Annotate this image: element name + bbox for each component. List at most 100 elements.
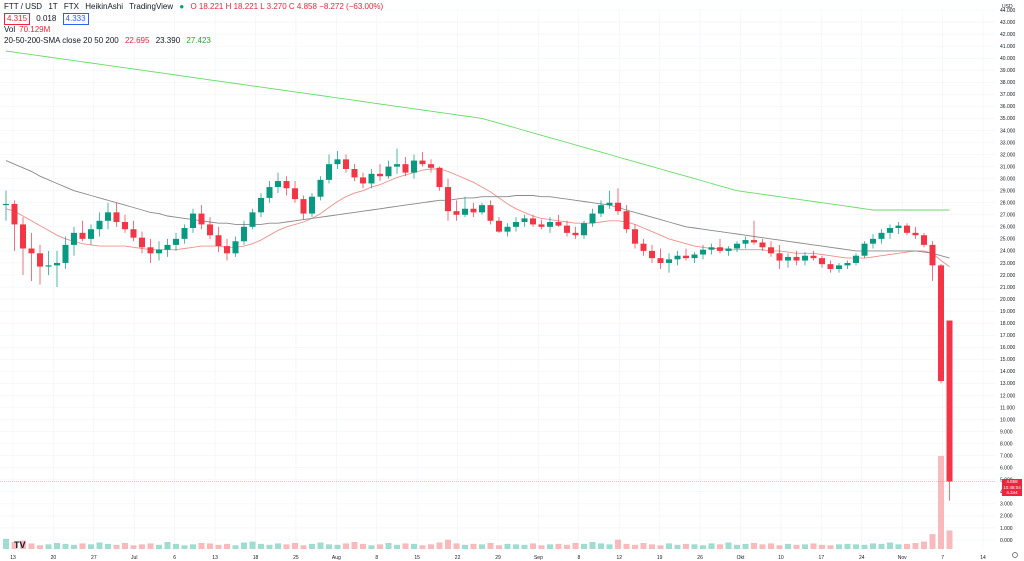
- volume-bar: [96, 542, 103, 549]
- volume-bar: [317, 542, 324, 549]
- price-tick-label: 18.000: [1000, 321, 1016, 327]
- volume-bar: [513, 544, 519, 549]
- price-tick-label: 42.000: [1000, 32, 1016, 38]
- settings-icon[interactable]: [1012, 552, 1018, 558]
- time-tick-label: 25: [293, 555, 299, 561]
- candle-body: [71, 232, 77, 245]
- price-tick-label: 0.000: [1000, 538, 1013, 544]
- volume-bar: [606, 544, 613, 549]
- volume-bar: [88, 544, 94, 549]
- candle-body: [462, 208, 468, 215]
- candlesticks: [3, 148, 953, 501]
- volume-bar: [181, 545, 188, 549]
- volume-bar: [598, 543, 604, 549]
- volume-bar: [615, 539, 621, 549]
- price-tick-label: 30.000: [1000, 176, 1016, 182]
- candle-body: [181, 228, 188, 239]
- volume-bar: [785, 543, 791, 549]
- volume-bar: [683, 543, 689, 549]
- candle-body: [844, 262, 851, 266]
- candle-body: [870, 238, 876, 244]
- candle-body: [572, 232, 579, 236]
- candle-body: [589, 213, 596, 224]
- candle-body: [479, 205, 485, 213]
- candle-body: [929, 244, 936, 266]
- time-axis[interactable]: 13 20 27 Jul 6 13 18 25 Aug 8 15 22 29 Sep 8 12 19 26 Okt 1…: [10, 555, 986, 561]
- volume-bar: [836, 544, 842, 549]
- price-tick-label: 16.000: [1000, 345, 1016, 351]
- price-tick-label: 8.000: [1000, 441, 1013, 447]
- bid-box[interactable]: 4.315: [4, 13, 31, 25]
- volume-bar: [419, 545, 426, 549]
- volume-bar: [20, 540, 26, 549]
- price-tick-label: 21.000: [1000, 285, 1016, 291]
- candle-body: [428, 164, 434, 168]
- time-tick-label: 10: [778, 555, 784, 561]
- legend-line-2: 4.315 0.018 4.333: [4, 13, 93, 25]
- time-tick-label: Nov: [898, 555, 907, 561]
- candle-body: [819, 258, 825, 265]
- volume-bar: [309, 543, 315, 549]
- volume-bar: [241, 542, 247, 549]
- price-tick-label: 28.000: [1000, 201, 1016, 207]
- candle-body: [734, 243, 740, 249]
- candle-body: [487, 205, 494, 221]
- volume-bar: [581, 543, 587, 549]
- volume-bar: [224, 543, 230, 549]
- legend-sma[interactable]: 20-50-200-SMA close 20 50 200 22.695 23.…: [4, 36, 215, 45]
- volume-bar: [54, 542, 60, 549]
- volume-bar: [742, 543, 749, 549]
- candle-body: [394, 164, 400, 167]
- volume-bar: [734, 544, 740, 549]
- volume-bar: [411, 543, 417, 549]
- price-axis[interactable]: 44.000 43.000 42.000 41.000 40.000 39.000 38.0…: [1000, 8, 1016, 544]
- volume-bar: [929, 534, 936, 549]
- style-label: HeikinAshi: [85, 2, 124, 11]
- candle-body: [530, 218, 536, 225]
- candle-body: [343, 159, 349, 169]
- candle-body: [776, 253, 783, 261]
- currency-label[interactable]: USD: [1002, 4, 1013, 10]
- price-tick-label: 3.000: [1000, 502, 1013, 508]
- volume-bar: [385, 542, 392, 549]
- candle-body: [904, 225, 910, 233]
- candle-body: [309, 196, 315, 214]
- candle-body: [521, 218, 528, 222]
- volume-bar: [266, 544, 273, 549]
- candle-body: [691, 254, 698, 259]
- tradingview-logo[interactable]: TV: [14, 540, 26, 550]
- ask-box[interactable]: 4.333: [62, 13, 89, 25]
- candle-body: [292, 188, 298, 200]
- volume-bar: [326, 544, 332, 549]
- volume-bar: [666, 543, 672, 549]
- candle-body: [88, 229, 94, 239]
- candle-body: [147, 247, 154, 254]
- symbol-label[interactable]: FTT / USD: [4, 2, 43, 11]
- candle-body: [105, 212, 111, 221]
- candle-body: [28, 248, 35, 254]
- volume-bar: [428, 544, 434, 549]
- candle-body: [785, 256, 791, 261]
- volume-bar: [921, 541, 927, 549]
- volume-bar: [62, 543, 69, 549]
- legend-volume[interactable]: Vol 70.129M: [4, 25, 54, 34]
- price-tick-label: 31.000: [1000, 164, 1016, 170]
- candle-body: [156, 249, 162, 254]
- volume-bar: [751, 542, 757, 549]
- volume-value: 70.129M: [19, 25, 51, 34]
- volume-bar: [156, 544, 162, 549]
- volume-bar: [3, 538, 9, 549]
- candle-body: [436, 167, 443, 188]
- volume-bar: [793, 544, 800, 549]
- candle-body: [130, 229, 137, 238]
- volume-bar: [198, 542, 205, 549]
- time-tick-label: Sep: [534, 555, 543, 561]
- interval-label[interactable]: 1T: [48, 2, 58, 11]
- volume-bar: [360, 543, 366, 549]
- legend-line-1: FTT / USD 1T FTX HeikinAshi TradingView …: [4, 2, 387, 11]
- volume-bar: [496, 545, 502, 549]
- volume-bar: [173, 543, 179, 549]
- price-tick-label: 37.000: [1000, 92, 1016, 98]
- price-tick-label: 25.000: [1000, 237, 1016, 243]
